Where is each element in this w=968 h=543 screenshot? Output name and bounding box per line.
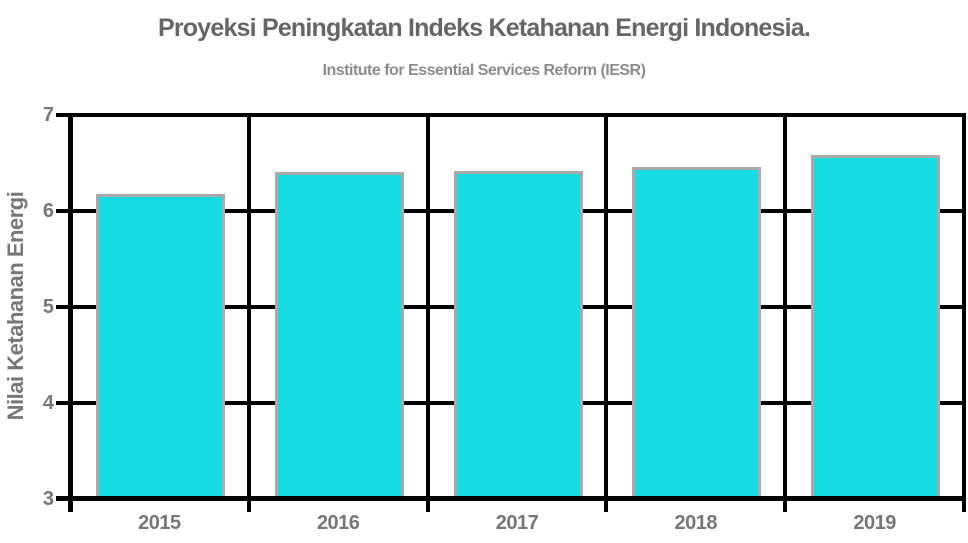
x-tick-label-2019: 2019 bbox=[853, 512, 896, 534]
gridline-y-7 bbox=[56, 113, 966, 117]
x-tick-label-2018: 2018 bbox=[674, 512, 718, 534]
y-tick-label-6: 6 bbox=[42, 199, 54, 222]
y-axis-spine bbox=[67, 113, 73, 512]
gridline-x-2 bbox=[425, 113, 430, 512]
bar-2017 bbox=[453, 170, 583, 496]
gridline-x-4 bbox=[783, 113, 788, 512]
y-tick-label-4: 4 bbox=[42, 391, 54, 414]
x-tick-label-2015: 2015 bbox=[138, 512, 181, 534]
x-axis-line bbox=[56, 496, 966, 501]
bar-2019 bbox=[811, 154, 941, 496]
bar-2018 bbox=[632, 167, 762, 496]
y-tick-label-7: 7 bbox=[42, 104, 54, 126]
gridline-x-3 bbox=[604, 113, 609, 512]
bar-2015 bbox=[96, 193, 225, 496]
right-spine bbox=[962, 113, 966, 512]
chart-subtitle: Institute for Essential Services Reform … bbox=[322, 62, 646, 79]
bar-2016 bbox=[274, 171, 404, 496]
chart-title: Proyeksi Peningkatan Indeks Ketahanan En… bbox=[157, 14, 811, 42]
y-tick-label-5: 5 bbox=[42, 295, 54, 318]
gridline-x-1 bbox=[246, 113, 251, 512]
x-tick-label-2017: 2017 bbox=[495, 512, 539, 534]
y-tick-label-3: 3 bbox=[42, 487, 54, 510]
x-tick-label-2016: 2016 bbox=[316, 512, 360, 534]
